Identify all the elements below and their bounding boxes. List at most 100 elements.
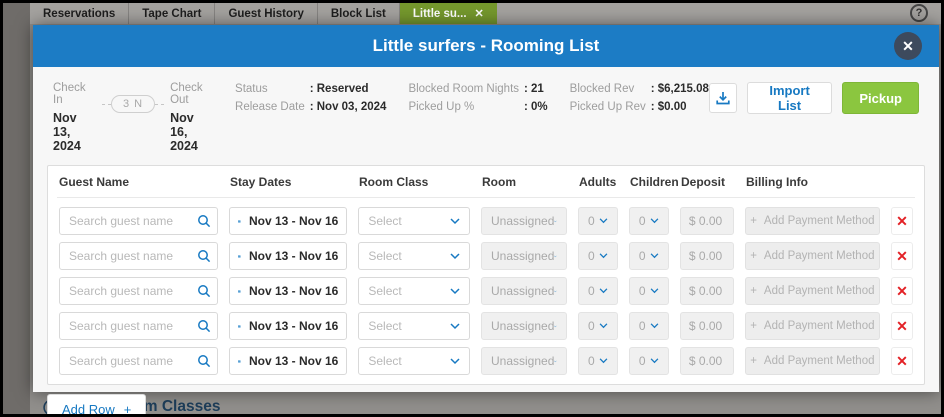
picked-up-rev-label: Picked Up Rev [569, 101, 646, 113]
add-payment-method-button[interactable]: + Add Payment Method [744, 242, 881, 270]
billing-cell: + Add Payment Method [744, 207, 881, 235]
adults-select[interactable]: 0 [578, 242, 618, 270]
chevron-down-icon [650, 288, 659, 294]
room-select[interactable]: Unassigned [481, 312, 567, 340]
adults-select[interactable]: 0 [578, 347, 618, 375]
chevron-down-icon [450, 217, 460, 224]
chevron-down-icon [599, 253, 608, 259]
room-class-value: Select [368, 214, 402, 228]
picked-up-rev-value: : $0.00 [650, 101, 687, 113]
billing-cell: + Add Payment Method [744, 277, 881, 305]
blocked-room-nights-value: : 21 [524, 83, 544, 95]
room-value: Unassigned [491, 214, 555, 228]
table-row: Nov 13 - Nov 16 Select Unassigned 0 0 + … [59, 242, 913, 270]
deposit-cell [679, 242, 734, 270]
deposit-cell [679, 312, 734, 340]
room-class-select[interactable]: Select [358, 312, 470, 340]
adults-value: 0 [588, 284, 595, 298]
help-button[interactable]: ? [910, 4, 928, 22]
table-row: Nov 13 - Nov 16 Select Unassigned 0 0 + … [59, 277, 913, 305]
add-payment-method-button[interactable]: + Add Payment Method [744, 347, 881, 375]
background-left-strip [3, 3, 30, 414]
deposit-cell [679, 277, 734, 305]
children-select[interactable]: 0 [628, 242, 669, 270]
stay-dates-picker[interactable]: Nov 13 - Nov 16 [229, 347, 348, 375]
stay-dates-picker[interactable]: Nov 13 - Nov 16 [229, 312, 348, 340]
add-payment-method-label: Add Payment Method [763, 285, 875, 297]
stay-dates-picker[interactable]: Nov 13 - Nov 16 [229, 277, 348, 305]
nights-badge: 3 N [110, 95, 156, 113]
deposit-input[interactable] [679, 347, 734, 375]
plus-icon: + [750, 285, 757, 297]
tab-guest-history[interactable]: Guest History [215, 3, 318, 24]
delete-row-button[interactable]: ✕ [891, 347, 913, 375]
adults-select[interactable]: 0 [578, 312, 618, 340]
children-select[interactable]: 0 [628, 312, 669, 340]
add-row-label: Add Row [62, 402, 115, 414]
delete-row-button[interactable]: ✕ [891, 242, 913, 270]
deposit-input[interactable] [679, 312, 734, 340]
stay-dates-picker[interactable]: Nov 13 - Nov 16 [229, 207, 348, 235]
check-in-label: Check In [53, 82, 86, 106]
guest-name-input[interactable] [59, 347, 219, 375]
download-button[interactable] [708, 83, 737, 113]
release-date-value: : Nov 03, 2024 [309, 101, 387, 113]
children-select[interactable]: 0 [628, 207, 669, 235]
plus-icon: + [750, 320, 757, 332]
room-select[interactable]: Unassigned [481, 207, 567, 235]
add-payment-method-button[interactable]: + Add Payment Method [744, 312, 881, 340]
children-select[interactable]: 0 [628, 347, 669, 375]
room-value: Unassigned [491, 319, 555, 333]
delete-row-button[interactable]: ✕ [891, 277, 913, 305]
pickup-button[interactable]: Pickup [842, 82, 919, 114]
guest-name-input[interactable] [59, 277, 219, 305]
room-class-select[interactable]: Select [358, 277, 470, 305]
rooming-list-modal: Little surfers - Rooming List ✕ Check In… [33, 25, 939, 414]
add-row-button[interactable]: Add Row + [47, 394, 147, 414]
table-row: Nov 13 - Nov 16 Select Unassigned 0 0 + … [59, 207, 913, 235]
guest-name-input[interactable] [59, 242, 219, 270]
room-select[interactable]: Unassigned [481, 277, 567, 305]
tab-close-icon[interactable]: ✕ [474, 8, 484, 20]
blocked-rev-label: Blocked Rev [569, 83, 635, 95]
booking-summary-bar: Check In Nov 13, 2024 3 N Check Out Nov … [47, 67, 925, 153]
deposit-input[interactable] [679, 277, 734, 305]
tab-reservations[interactable]: Reservations [30, 3, 130, 24]
tab-block-list[interactable]: Block List [318, 3, 400, 24]
adults-select[interactable]: 0 [578, 277, 618, 305]
add-payment-method-button[interactable]: + Add Payment Method [744, 207, 881, 235]
rooming-table-body: Nov 13 - Nov 16 Select Unassigned 0 0 + … [57, 207, 915, 375]
blocked-room-nights-label: Blocked Room Nights [408, 83, 520, 95]
modal-close-button[interactable]: ✕ [894, 32, 922, 60]
check-in-block: Check In Nov 13, 2024 [53, 82, 96, 153]
deposit-input[interactable] [679, 207, 734, 235]
adults-select[interactable]: 0 [578, 207, 618, 235]
adults-value: 0 [588, 354, 595, 368]
room-class-select[interactable]: Select [358, 242, 470, 270]
tab-little-surfers[interactable]: Little su... ✕ [399, 3, 497, 24]
deposit-input[interactable] [679, 242, 734, 270]
children-select[interactable]: 0 [628, 277, 669, 305]
stay-dates-picker[interactable]: Nov 13 - Nov 16 [229, 242, 348, 270]
tab-tape-chart[interactable]: Tape Chart [129, 3, 216, 24]
add-payment-method-button[interactable]: + Add Payment Method [744, 277, 881, 305]
guest-name-input[interactable] [59, 312, 219, 340]
room-class-select[interactable]: Select [358, 207, 470, 235]
summary-actions: Import List Pickup [708, 82, 919, 114]
delete-row-icon: ✕ [896, 318, 908, 334]
tab-label: Guest History [228, 7, 304, 20]
chevron-down-icon [599, 288, 608, 294]
delete-row-button[interactable]: ✕ [891, 207, 913, 235]
guest-name-cell [59, 277, 219, 305]
children-value: 0 [638, 319, 646, 333]
delete-row-button[interactable]: ✕ [891, 312, 913, 340]
download-icon [716, 92, 730, 105]
app-tab-bar: Reservations Tape Chart Guest History Bl… [30, 3, 941, 24]
import-list-button[interactable]: Import List [746, 82, 833, 114]
deposit-cell [679, 207, 734, 235]
room-select[interactable]: Unassigned [481, 347, 567, 375]
add-payment-method-label: Add Payment Method [763, 250, 875, 262]
room-select[interactable]: Unassigned [481, 242, 567, 270]
guest-name-input[interactable] [59, 207, 219, 235]
room-class-select[interactable]: Select [358, 347, 470, 375]
